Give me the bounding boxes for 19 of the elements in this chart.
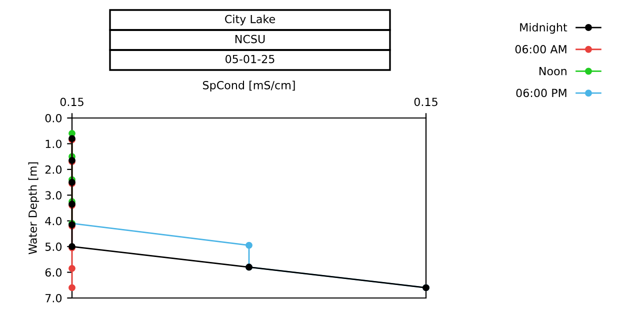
legend-label: 06:00 AM bbox=[515, 45, 566, 54]
y-tick-label: 7.0 bbox=[46, 294, 62, 302]
legend-label: Midnight bbox=[520, 22, 568, 34]
legend-label: Noon bbox=[540, 67, 566, 76]
y-tick-label: 2.0 bbox=[45, 165, 62, 174]
x-tick-label: 0.15 bbox=[60, 98, 84, 106]
y-axis-title: Water Depth [m] bbox=[28, 162, 40, 254]
chart-subtitle: NCSU bbox=[235, 34, 265, 44]
y-tick-label: 3.0 bbox=[45, 191, 62, 200]
text: 05-01-25 bbox=[226, 54, 274, 64]
y-tick-label: 4.0 bbox=[45, 216, 62, 226]
y-tick-label: 0.0 bbox=[45, 114, 62, 122]
y-tick-label: 6.0 bbox=[45, 268, 62, 277]
x-tick-label: 0.15 bbox=[414, 98, 438, 106]
chart-title: City Lake bbox=[225, 14, 275, 26]
y-tick-label: 5.0 bbox=[45, 242, 62, 251]
x-axis-title: SpCond [mS/cm] bbox=[202, 80, 295, 92]
legend-label: 06:00 PM bbox=[516, 88, 566, 98]
y-tick-label: 1.0 bbox=[46, 140, 62, 148]
